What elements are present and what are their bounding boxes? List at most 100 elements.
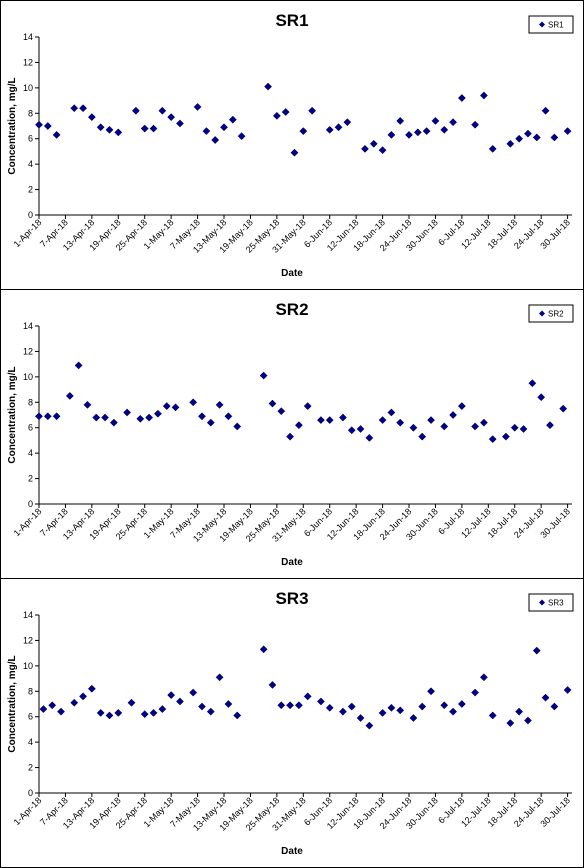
data-point xyxy=(268,680,277,689)
data-point xyxy=(515,707,524,716)
data-point xyxy=(334,123,343,132)
data-point xyxy=(149,708,158,717)
data-point xyxy=(356,714,365,722)
data-point xyxy=(361,144,369,153)
data-point xyxy=(506,139,515,148)
x-tick-label: 1-Apr-18 xyxy=(12,506,44,538)
y-tick-label: 8 xyxy=(28,397,33,407)
data-point xyxy=(281,108,290,116)
y-tick-label: 6 xyxy=(28,134,33,144)
data-point xyxy=(515,134,524,143)
data-point xyxy=(87,684,96,693)
data-point xyxy=(259,371,268,380)
data-point xyxy=(316,697,325,706)
data-point xyxy=(162,402,171,411)
chart-panel-sr2: SR2 0 2 4 6 8 10 12 14 1-Apr-18 7-Apr-18 13-Apr-18 1… xyxy=(0,289,584,579)
data-point xyxy=(277,407,286,416)
data-point xyxy=(409,714,418,722)
y-tick-label: 12 xyxy=(23,57,33,67)
data-point xyxy=(43,122,52,130)
data-point xyxy=(171,403,180,412)
data-point xyxy=(65,391,74,400)
data-point xyxy=(198,702,206,711)
chart-svg: SR1024681012141-Apr-187-Apr-1813-Apr-181… xyxy=(7,11,574,279)
data-point xyxy=(294,421,303,430)
data-point xyxy=(488,435,497,444)
data-point xyxy=(418,432,427,441)
data-point xyxy=(193,102,202,111)
data-point xyxy=(387,130,396,139)
y-tick-label: 4 xyxy=(28,737,33,747)
data-point xyxy=(532,133,541,142)
chart-title: SR3 xyxy=(275,589,308,608)
data-point xyxy=(259,645,268,654)
y-tick-label: 14 xyxy=(23,321,33,331)
data-point xyxy=(211,136,220,144)
data-point xyxy=(488,144,497,153)
data-point xyxy=(325,703,334,712)
data-point xyxy=(35,120,43,129)
data-point xyxy=(299,127,308,136)
data-point xyxy=(409,423,418,432)
data-point xyxy=(457,402,466,411)
data-point xyxy=(127,698,136,707)
data-point xyxy=(427,687,435,696)
data-point xyxy=(325,416,334,425)
data-point xyxy=(206,707,215,716)
data-point xyxy=(290,148,299,157)
data-point xyxy=(35,412,43,421)
y-tick-label: 4 xyxy=(28,159,33,169)
data-point xyxy=(286,701,295,710)
y-tick-label: 12 xyxy=(23,635,33,645)
data-point xyxy=(365,721,374,730)
y-tick-label: 14 xyxy=(23,610,33,620)
data-point xyxy=(563,686,572,694)
legend-box xyxy=(528,304,574,323)
y-tick-label: 14 xyxy=(23,32,33,42)
data-point xyxy=(48,701,57,710)
data-point xyxy=(338,413,347,422)
y-tick-label: 0 xyxy=(28,788,33,798)
data-point xyxy=(114,128,123,137)
x-tick-label: 1-Apr-18 xyxy=(12,217,44,249)
data-point xyxy=(70,698,79,707)
legend: SR1 xyxy=(528,15,574,34)
legend-marker xyxy=(539,21,545,28)
data-point xyxy=(378,416,387,425)
legend-label: SR1 xyxy=(548,21,564,30)
y-tick-label: 6 xyxy=(28,712,33,722)
data-point xyxy=(396,418,405,427)
data-point xyxy=(303,692,312,701)
data-point xyxy=(510,423,519,432)
y-tick-label: 4 xyxy=(28,448,33,458)
data-point xyxy=(347,702,356,711)
data-point xyxy=(471,120,480,129)
data-point xyxy=(405,130,413,139)
legend-box xyxy=(528,593,574,612)
data-point xyxy=(440,125,449,134)
data-point xyxy=(43,412,52,421)
data-point xyxy=(559,404,568,413)
legend-marker xyxy=(539,599,545,606)
data-point xyxy=(233,711,242,720)
data-point xyxy=(488,711,497,720)
x-axis-label: Date xyxy=(281,557,303,568)
y-tick-label: 10 xyxy=(23,83,33,93)
data-point xyxy=(52,130,61,139)
data-point xyxy=(440,701,449,710)
data-point xyxy=(153,409,162,418)
data-point xyxy=(343,118,352,127)
data-point xyxy=(422,127,431,136)
data-point xyxy=(338,707,347,716)
chart-svg: SR2024681012141-Apr-187-Apr-1813-Apr-181… xyxy=(7,300,574,568)
data-point xyxy=(523,129,532,138)
data-point xyxy=(541,106,550,115)
data-point xyxy=(176,119,184,128)
data-point xyxy=(136,414,145,423)
legend-label: SR3 xyxy=(548,599,564,608)
data-point xyxy=(550,702,559,711)
legend-marker xyxy=(539,310,545,317)
data-point xyxy=(440,422,449,431)
data-point xyxy=(316,416,325,425)
data-point xyxy=(471,688,480,697)
